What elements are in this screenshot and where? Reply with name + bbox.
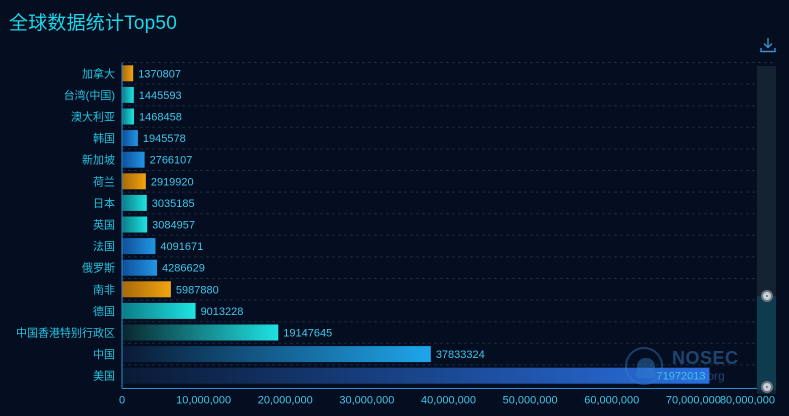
x-tick-label: 40,000,000 — [421, 395, 476, 407]
bar-8[interactable] — [122, 238, 156, 255]
x-tick-label: 80,000,000 — [720, 395, 775, 407]
x-tick-label: 30,000,000 — [339, 395, 394, 407]
category-label: 中国 — [93, 348, 115, 361]
category-label: 荷兰 — [93, 175, 115, 188]
bar-5[interactable] — [122, 173, 146, 190]
zoom-handle-bottom[interactable] — [761, 381, 773, 393]
value-label: 9013228 — [201, 306, 244, 318]
bar-13[interactable] — [122, 346, 431, 363]
x-tick-label: 20,000,000 — [258, 395, 313, 407]
download-icon[interactable] — [759, 36, 777, 54]
watermark-logo: NOSEC nosec.org — [625, 347, 745, 389]
x-tick-label: 0 — [119, 395, 125, 407]
value-label: 3035185 — [152, 198, 195, 210]
value-label: 37833324 — [436, 349, 485, 361]
value-label: 4286629 — [162, 263, 205, 275]
value-label: 1445593 — [139, 90, 182, 102]
category-label: 法国 — [93, 239, 115, 253]
bar-0[interactable] — [122, 65, 134, 82]
value-label: 71972013 — [657, 371, 706, 383]
category-label: 德国 — [93, 304, 115, 318]
category-label: 南非 — [93, 283, 115, 296]
bar-4[interactable] — [122, 151, 145, 168]
watermark-subtext: nosec.org — [672, 369, 725, 383]
value-label: 1945578 — [143, 133, 186, 145]
value-label: 2766107 — [150, 155, 193, 167]
category-label: 澳大利亚 — [71, 110, 115, 124]
bar-6[interactable] — [122, 194, 147, 211]
bar-14[interactable] — [122, 367, 710, 384]
category-label: 加拿大 — [82, 66, 115, 80]
category-label: 新加坡 — [82, 153, 115, 167]
bar-11[interactable] — [122, 302, 196, 319]
category-label: 日本 — [93, 196, 115, 210]
chart-title: 全球数据统计Top50 — [9, 13, 177, 34]
category-label: 中国香港特别行政区 — [16, 326, 115, 340]
data-zoom-window[interactable] — [757, 296, 776, 390]
category-label: 俄罗斯 — [82, 262, 115, 275]
value-label: 3084957 — [152, 220, 195, 232]
zoom-handle-top[interactable] — [761, 290, 773, 302]
value-label: 1468458 — [139, 112, 182, 124]
watermark-text: NOSEC — [672, 348, 739, 368]
x-tick-label: 50,000,000 — [503, 395, 558, 407]
bar-10[interactable] — [122, 281, 171, 298]
bar-9[interactable] — [122, 259, 157, 276]
value-label: 19147645 — [283, 328, 332, 340]
watermark-mascot-icon — [625, 347, 663, 385]
category-label: 台湾(中国) — [64, 88, 115, 102]
value-label: 1370807 — [138, 68, 181, 80]
bar-3[interactable] — [122, 130, 138, 147]
bar-12[interactable] — [122, 324, 279, 341]
x-tick-label: 60,000,000 — [584, 395, 639, 407]
category-label: 英国 — [93, 218, 115, 232]
x-tick-label: 10,000,000 — [176, 395, 231, 407]
x-tick-label: 70,000,000 — [666, 395, 721, 407]
value-label: 4091671 — [160, 241, 203, 253]
category-label: 美国 — [93, 370, 115, 383]
bar-1[interactable] — [122, 86, 134, 103]
value-label: 2919920 — [151, 176, 194, 188]
bar-2[interactable] — [122, 108, 134, 125]
category-label: 韩国 — [93, 131, 115, 145]
bar-7[interactable] — [122, 216, 148, 233]
value-label: 5987880 — [176, 284, 219, 296]
